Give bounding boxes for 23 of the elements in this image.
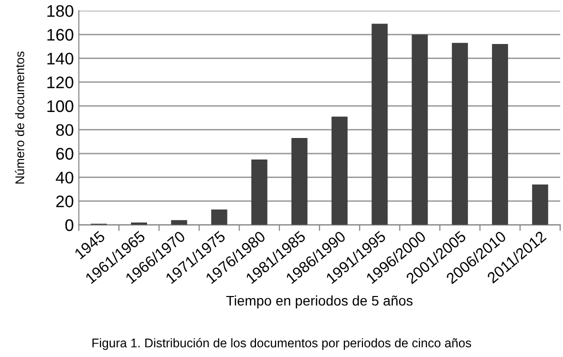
y-tick-label: 120 [47, 76, 74, 88]
bar [532, 184, 548, 225]
y-tick-label: 140 [47, 52, 74, 65]
bar [291, 138, 308, 225]
bar [171, 220, 188, 225]
y-axis-title: Número de documentos [14, 52, 24, 184]
x-axis-title: Tiempo en periodos de 5 años [226, 295, 413, 308]
y-tick-label: 20 [56, 196, 74, 208]
bar [412, 34, 428, 225]
y-tick-label: 100 [47, 100, 74, 112]
bar [372, 24, 388, 225]
bar [332, 116, 348, 225]
y-tick-label: 60 [56, 148, 74, 160]
y-tick-label: 160 [47, 28, 74, 41]
bar [211, 209, 228, 225]
bar [452, 42, 468, 225]
y-tick-label: 40 [56, 172, 74, 184]
y-tick-label: 180 [47, 5, 74, 17]
bar [251, 159, 268, 225]
y-tick-label: 80 [56, 124, 74, 136]
text: Figura 1. Distribución de los documentos por periodos de cinco años [92, 338, 472, 350]
bar [492, 44, 508, 225]
y-tick-label: 0 [65, 219, 74, 232]
